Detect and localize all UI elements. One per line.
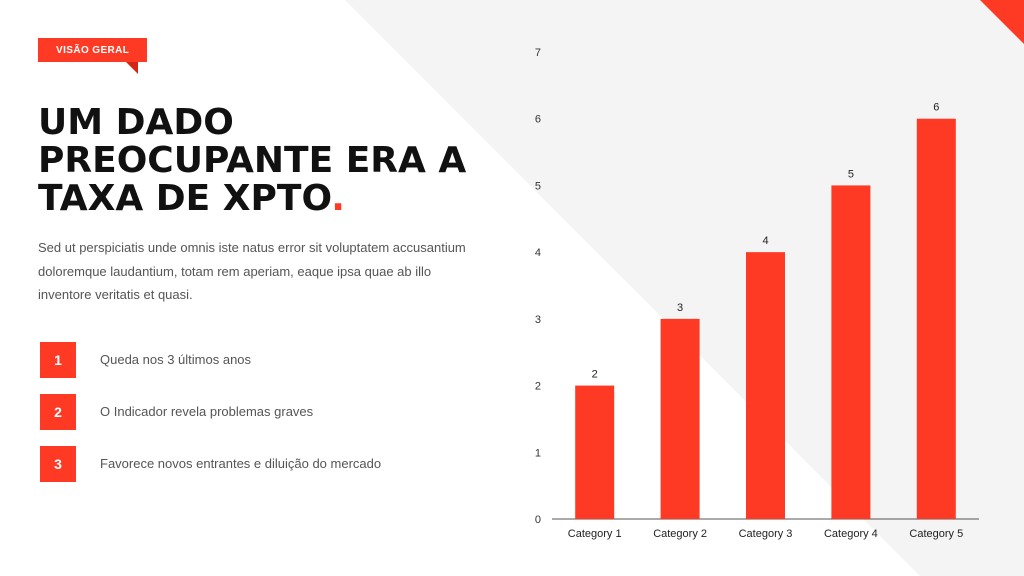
bar [660, 318, 700, 519]
list-item: 1 Queda nos 3 últimos anos [40, 342, 480, 378]
data-label: 4 [762, 235, 768, 247]
data-label: 2 [592, 369, 598, 381]
x-tick-label: Category 5 [909, 528, 963, 540]
list-number: 2 [40, 394, 76, 430]
list-item: 2 O Indicador revela problemas graves [40, 394, 480, 430]
badge-tail [126, 62, 138, 74]
list-text: O Indicador revela problemas graves [100, 404, 314, 419]
x-tick-label: Category 4 [824, 528, 878, 540]
y-tick-label: 7 [535, 47, 541, 59]
data-label: 5 [848, 168, 854, 180]
y-tick-label: 5 [535, 180, 541, 192]
data-label: 3 [677, 302, 683, 314]
y-tick-label: 0 [535, 514, 541, 526]
list-number: 3 [40, 446, 76, 482]
bar [575, 385, 615, 519]
title-dot: . [331, 178, 345, 219]
data-label: 6 [933, 102, 939, 114]
list-number: 1 [40, 342, 76, 378]
bar [831, 185, 871, 519]
x-tick-label: Category 2 [653, 528, 707, 540]
page-title-text: UM DADO PREOCUPANTE ERA A TAXA DE XPTO [38, 102, 467, 219]
bar [746, 252, 785, 519]
x-tick-label: Category 3 [739, 528, 793, 540]
list-item: 3 Favorece novos entrantes e diluição do… [40, 446, 480, 482]
list-text: Favorece novos entrantes e diluição do m… [100, 456, 382, 471]
y-tick-label: 4 [535, 247, 541, 259]
description-text: Sed ut perspiciatis unde omnis iste natu… [38, 240, 466, 302]
page-title: UM DADO PREOCUPANTE ERA A TAXA DE XPTO. [38, 104, 478, 218]
y-tick-label: 2 [535, 381, 541, 393]
bar [916, 118, 956, 519]
y-tick-label: 1 [535, 447, 541, 459]
list-text: Queda nos 3 últimos anos [100, 352, 252, 367]
y-tick-label: 6 [535, 114, 541, 126]
y-tick-label: 3 [535, 314, 541, 326]
corner-accent [980, 0, 1024, 44]
x-tick-label: Category 1 [568, 528, 622, 540]
section-badge: VISÃO GERAL [38, 38, 148, 62]
